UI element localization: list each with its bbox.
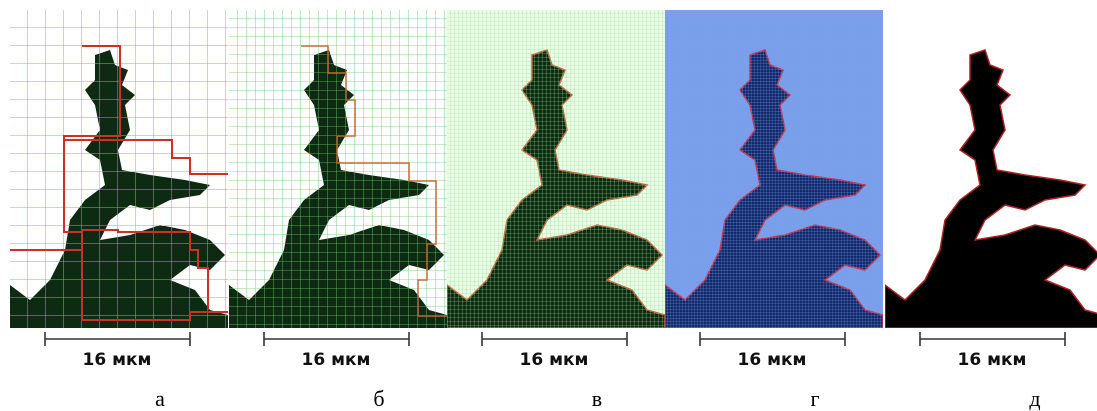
scale-label: 16 мкм [520, 350, 589, 370]
panel-caption: а [155, 386, 165, 411]
scale-line [699, 332, 846, 346]
scale-bar: 16 мкм [44, 332, 191, 370]
scale-label: 16 мкм [738, 350, 807, 370]
panel-image [665, 10, 883, 328]
panel-caption: д [1029, 386, 1040, 411]
panel-caption: б [373, 386, 384, 411]
scale-bar: 16 мкм [263, 332, 410, 370]
grid [665, 10, 883, 328]
box-outline [301, 45, 447, 317]
panel-caption: г [810, 386, 819, 411]
box-outline [10, 45, 228, 321]
scale-label: 16 мкм [958, 350, 1027, 370]
panel-image [10, 10, 228, 328]
scale-bar: 16 мкм [699, 332, 846, 370]
panel-image [447, 10, 665, 328]
panel-image [885, 10, 1097, 328]
scale-bar: 16 мкм [481, 332, 628, 370]
scale-bar: 16 мкм [919, 332, 1066, 370]
panel-caption: в [592, 386, 602, 411]
scale-line [919, 332, 1066, 346]
scale-label: 16 мкм [302, 350, 371, 370]
scale-line [44, 332, 191, 346]
grid [229, 10, 447, 328]
scale-label: 16 мкм [83, 350, 152, 370]
grid [447, 10, 665, 328]
scale-line [263, 332, 410, 346]
scale-line [481, 332, 628, 346]
panel-image [229, 10, 447, 328]
